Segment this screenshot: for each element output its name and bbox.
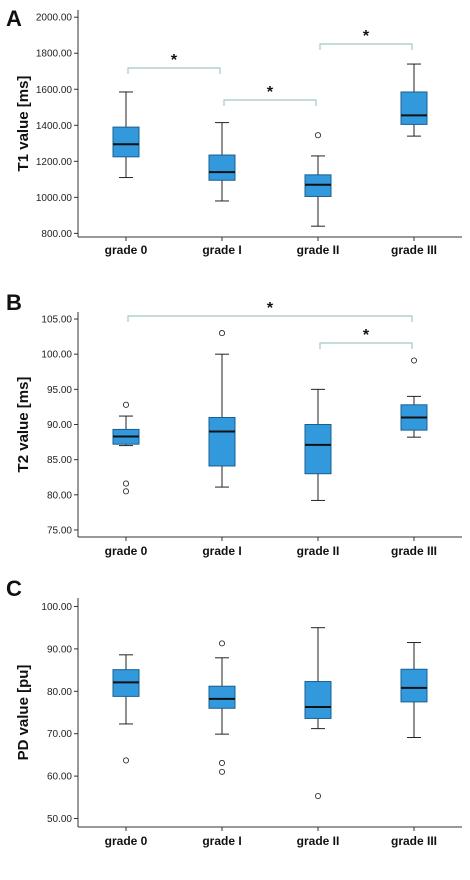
box-grade-ii [304,627,332,800]
y-tick-label: 100.00 [41,602,72,613]
box-iqr [208,416,236,467]
x-tick-label: grade I [202,544,241,558]
y-axis-label: T2 value [ms] [15,377,32,473]
y-axis-label: T1 value [ms] [15,76,32,172]
y-tick-label: 80.00 [47,687,72,698]
y-tick-label: 90.00 [47,644,72,655]
y-tick-label: 2000.00 [36,13,73,24]
box-grade-ii [304,388,332,501]
y-tick-label: 90.00 [47,420,72,431]
chart-panel-b: B T2 value [ms] 75.00 80.00 85.00 90.00 95.00 1… [6,290,462,558]
outlier-point [218,759,226,767]
box-grade-i [208,330,236,488]
box-iqr [400,668,428,703]
y-tick-label: 60.00 [47,772,72,783]
bracket-line [319,342,413,349]
x-tick-label: grade III [391,243,437,257]
y-tick-label: 75.00 [47,525,72,536]
significance-star: * [363,28,370,45]
box-grade-0 [112,654,140,764]
box-grade-i [208,640,236,775]
outlier-point [218,640,226,647]
box-grade-0 [112,401,140,495]
y-tick-label: 95.00 [47,385,72,396]
x-tick-label: grade II [297,544,340,558]
outlier-point [122,488,130,495]
box-grade-iii [400,63,428,137]
significance-star: * [267,84,274,101]
bracket-line [127,67,221,74]
panel-letter: B [6,290,22,315]
y-tick-label: 1800.00 [36,49,73,60]
box-iqr [304,424,332,475]
significance-star: * [267,300,274,317]
y-tick-label: 50.00 [47,814,72,825]
outlier-point [122,757,130,764]
y-tick-label: 1600.00 [36,85,73,96]
box-iqr [400,91,428,125]
outlier-point [314,132,322,139]
outlier-point [314,792,322,800]
outlier-point [410,357,418,364]
outlier-point [122,480,130,487]
y-axis-label: PD value [pu] [15,665,32,761]
box-grade-iii [400,642,428,739]
significance-bracket: * [319,28,413,50]
chart-panel-c: C PD value [pu] 50.00 60.00 70.00 80.00 90.00 1… [6,576,462,848]
panel-letter: A [6,6,22,31]
outlier-point [218,330,226,337]
y-tick-label: 105.00 [41,315,72,326]
outlier-point [218,768,226,775]
y-tick-label: 70.00 [47,729,72,740]
bracket-line [127,315,413,322]
y-tick-label: 1400.00 [36,121,73,132]
x-tick-label: grade I [202,834,241,848]
y-tick-label: 800.00 [41,229,72,240]
x-tick-label: grade II [297,243,340,257]
outlier-point [122,401,130,408]
significance-bracket: * [223,84,317,106]
bracket-line [319,43,413,50]
box-grade-i [208,122,236,202]
box-grade-iii [400,357,428,438]
x-tick-label: grade 0 [105,834,148,848]
significance-bracket: * [127,52,221,74]
y-tick-label: 1200.00 [36,157,73,168]
box-iqr [112,126,140,158]
y-tick-label: 85.00 [47,455,72,466]
box-iqr [304,681,332,719]
box-grade-0 [112,91,140,179]
box-grade-ii [304,132,332,227]
chart-panel-a: A T1 value [ms] 800.00 1000.00 1200.00 1400.0… [6,6,462,257]
bracket-line [223,99,317,106]
box-iqr [208,154,236,181]
significance-bracket: * [319,327,413,349]
x-tick-label: grade I [202,243,241,257]
significance-star: * [363,327,370,344]
significance-star: * [171,52,178,69]
x-tick-label: grade II [297,834,340,848]
significance-bracket: * [127,300,413,322]
panel-letter: C [6,576,22,601]
y-tick-label: 80.00 [47,490,72,501]
y-tick-label: 100.00 [41,350,72,361]
x-tick-label: grade III [391,834,437,848]
x-tick-label: grade 0 [105,243,148,257]
y-tick-label: 1000.00 [36,193,73,204]
x-tick-label: grade III [391,544,437,558]
box-iqr [208,685,236,709]
x-tick-label: grade 0 [105,544,148,558]
